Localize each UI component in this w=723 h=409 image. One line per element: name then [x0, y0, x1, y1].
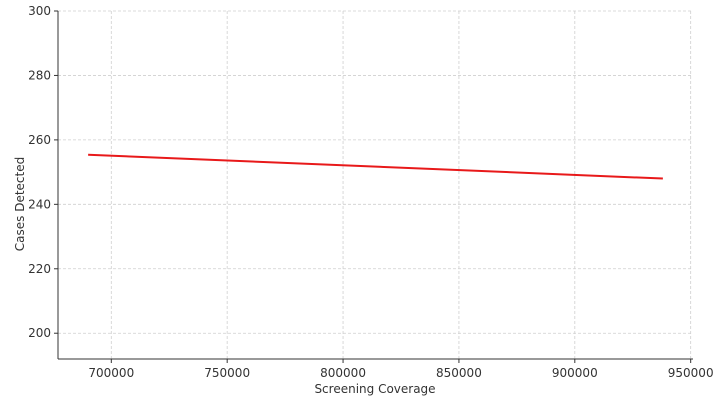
x-tick-label: 850000 — [436, 366, 482, 380]
y-tick-label: 300 — [28, 4, 51, 18]
x-tick-label: 950000 — [668, 366, 714, 380]
y-axis-label: Cases Detected — [13, 157, 27, 251]
x-axis-label: Screening Coverage — [314, 382, 435, 396]
x-tick-label: 750000 — [204, 366, 250, 380]
x-tick-label: 700000 — [88, 366, 134, 380]
x-tick-label: 900000 — [552, 366, 598, 380]
y-tick-label: 280 — [28, 68, 51, 82]
y-tick-label: 260 — [28, 133, 51, 147]
y-tick-label: 200 — [28, 326, 51, 340]
y-tick-label: 220 — [28, 262, 51, 276]
y-tick-label: 240 — [28, 197, 51, 211]
line-series — [88, 153, 663, 180]
x-tick-label: 800000 — [320, 366, 366, 380]
